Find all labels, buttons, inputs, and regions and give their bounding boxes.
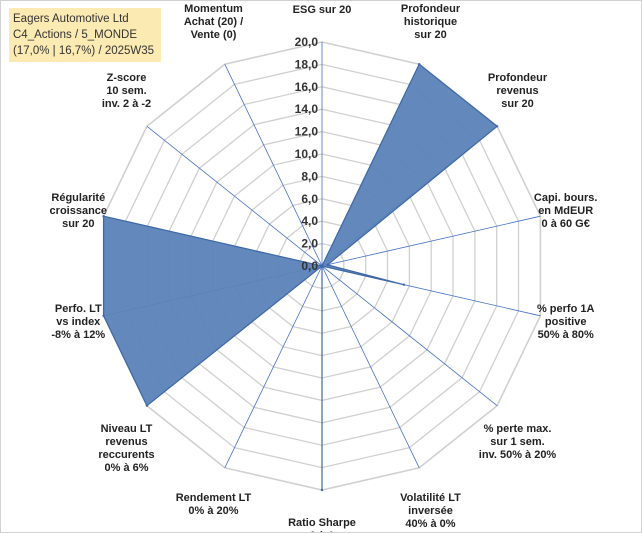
axis-spoke — [321, 265, 498, 407]
axis-label: positive — [545, 316, 587, 328]
axis-label: revenus — [496, 85, 538, 97]
score-and-week: (17,0% | 16,7%) / 2025W35 — [13, 45, 155, 57]
axis-label: 0% à 20% — [188, 505, 238, 517]
axis-label: Régularité — [51, 192, 105, 204]
data-point — [495, 125, 499, 128]
axis-label: en MdEUR — [538, 205, 593, 217]
axis-label: Profondeur — [488, 72, 548, 84]
axis-label: sur 1 sem. — [490, 436, 544, 448]
tick-label: 12,0 — [295, 125, 319, 139]
axis-label: % perfo 1A — [537, 303, 595, 315]
tick-label: 8,0 — [301, 169, 318, 183]
axis-label: Volatilité LT — [400, 492, 461, 504]
axis-label: inv. 2 à -2 — [102, 98, 151, 110]
axis-label: Perfo. LT — [55, 303, 102, 315]
axis-label: 0% à 6% — [104, 462, 148, 474]
axis-label: Capi. bours. — [534, 192, 598, 204]
tick-label: 4,0 — [301, 214, 318, 228]
tick-label: 14,0 — [295, 102, 319, 116]
data-point — [320, 264, 324, 268]
axis-label: 0 à 1 — [310, 530, 334, 532]
chart-title-box: Eagers Automotive Ltd C4_Actions / 5_MON… — [9, 8, 161, 62]
axis-label: Achat (20) / — [184, 16, 243, 28]
axis-label: 0 à 60 G€ — [542, 218, 590, 230]
axis-label: ESG sur 20 — [293, 4, 352, 16]
axis-spoke — [321, 265, 420, 468]
data-point — [320, 488, 324, 492]
data-point — [402, 283, 406, 286]
axis-label: historique — [404, 16, 457, 28]
axis-label: -8% à 12% — [51, 329, 105, 341]
axis-label: sur 20 — [501, 98, 533, 110]
axis-label: Niveau LT — [101, 423, 153, 435]
axis-spoke — [146, 125, 323, 267]
axis-label: inv. 50% à 20% — [479, 449, 557, 461]
axis-label: % perte max. — [484, 423, 552, 435]
axis-label: sur 20 — [414, 29, 446, 41]
axis-spoke — [224, 265, 323, 468]
tick-label: 0,0 — [301, 259, 318, 273]
axis-label: Momentum — [184, 3, 243, 15]
tick-label: 20,0 — [295, 35, 319, 49]
axis-label: 40% à 0% — [405, 518, 455, 530]
axis-label: croissance — [50, 205, 107, 217]
data-point — [102, 314, 105, 317]
axis-spoke — [224, 64, 323, 267]
data-point — [145, 404, 149, 407]
axis-label: Profondeur — [401, 3, 461, 15]
portfolio-path: C4_Actions / 5_MONDE — [13, 29, 137, 41]
axis-spoke — [321, 215, 541, 267]
axis-label: 50% à 80% — [538, 329, 594, 341]
axis-label: Vente (0) — [191, 29, 237, 41]
tick-label: 18,0 — [295, 57, 319, 71]
axis-label: Note — [310, 1, 334, 3]
axis-label: revenus — [105, 436, 147, 448]
axis-label: vs index — [56, 316, 101, 328]
tick-label: 10,0 — [295, 147, 319, 161]
tick-label: 6,0 — [301, 192, 318, 206]
data-point — [418, 63, 421, 66]
tick-label: 2,0 — [301, 237, 318, 251]
data-area — [102, 63, 499, 490]
axis-label: inversée — [408, 505, 453, 517]
axis-label: Rendement LT — [176, 492, 252, 504]
axis-label: Ratio Sharpe — [288, 517, 356, 529]
tick-label: 16,0 — [295, 80, 319, 94]
axis-label: reccurents — [98, 449, 154, 461]
company-name: Eagers Automotive Ltd — [13, 13, 129, 25]
axis-label: Z-score — [107, 72, 147, 84]
axis-label: sur 20 — [62, 218, 94, 230]
data-point — [326, 263, 329, 266]
axis-label: 10 sem. — [106, 85, 146, 97]
data-point — [102, 215, 105, 218]
